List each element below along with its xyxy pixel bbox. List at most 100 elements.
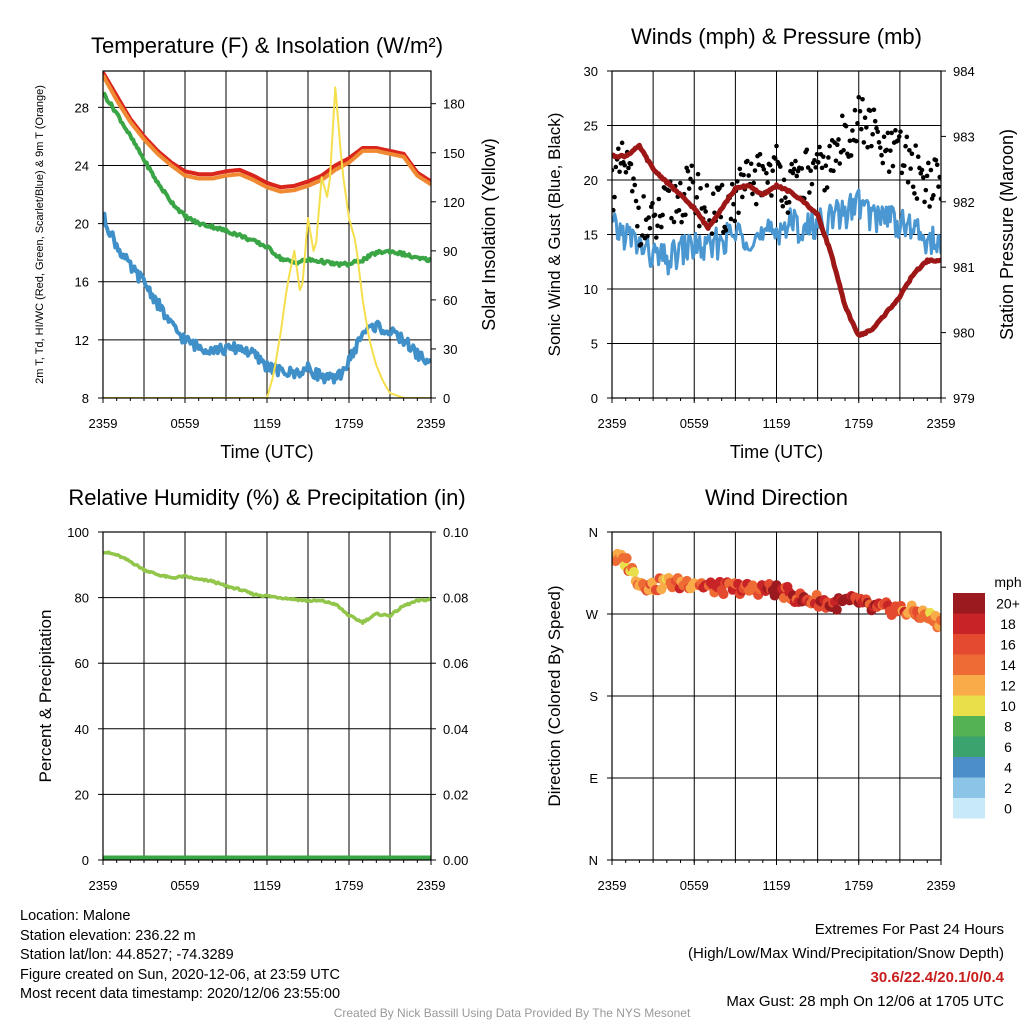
x-axis-label: Time (UTC) [730, 442, 823, 462]
colorbar-label: 12 [1000, 677, 1016, 693]
gust-point [897, 134, 902, 139]
gust-point [808, 168, 813, 173]
gust-point [880, 161, 885, 166]
gust-point [635, 224, 640, 229]
y-tick-label: 80 [75, 591, 89, 606]
gust-point [879, 153, 884, 158]
y2-tick-label: 982 [953, 195, 975, 210]
gust-point [703, 209, 708, 214]
gust-point [613, 165, 618, 170]
colorbar-swatch [953, 716, 985, 737]
y2-tick-label: 0 [443, 391, 450, 406]
y-tick-label: 24 [75, 158, 89, 173]
gust-point [793, 159, 798, 164]
extremes-title: Extremes For Past 24 Hours [688, 918, 1004, 942]
y-tick-label: 25 [584, 119, 598, 134]
gust-point [698, 186, 703, 191]
gust-point [931, 193, 936, 198]
y2-tick-label: 30 [443, 342, 457, 357]
colorbar-label: 14 [1000, 657, 1016, 673]
gust-point [863, 115, 868, 120]
y-tick-label: 20 [75, 217, 89, 232]
colorbar-label: 16 [1000, 636, 1016, 652]
gust-point [813, 165, 818, 170]
gust-point [683, 212, 688, 217]
y2-tick-label: 0.08 [443, 591, 468, 606]
wind-direction-point [718, 589, 728, 599]
latlon-text: Station lat/lon: 44.8527; -74.3289 [20, 946, 340, 966]
gust-point [891, 164, 896, 169]
gust-point [902, 163, 907, 168]
gust-point [860, 97, 865, 102]
gust-point [620, 141, 625, 146]
extremes-subtitle: (High/Low/Max Wind/Precipitation/Snow De… [688, 942, 1004, 966]
x-tick-label: 1159 [763, 878, 791, 893]
y2-axis-label: Solar Insolation (Yellow) [479, 138, 499, 330]
y2-tick-label: 0.04 [443, 722, 468, 737]
gust-point [745, 159, 750, 164]
gust-point [854, 139, 859, 144]
gust-point [720, 183, 725, 188]
colorbar-swatch [953, 757, 985, 778]
gust-point [631, 176, 636, 181]
y-tick-label: 100 [67, 525, 89, 540]
gust-point [783, 195, 788, 200]
y-axis-label: Percent & Precipitation [36, 610, 55, 783]
gust-point [859, 127, 864, 132]
gust-point [840, 114, 845, 119]
colorbar-swatch [953, 634, 985, 655]
y2-tick-label: 0.00 [443, 853, 468, 868]
station-info: Location: Malone Station elevation: 236.… [20, 907, 340, 1005]
gust-point [746, 173, 751, 178]
gust-point [869, 144, 874, 149]
gust-point [765, 180, 770, 185]
gust-point [753, 168, 758, 173]
gust-point [624, 170, 629, 175]
x-tick-label: 1759 [335, 878, 364, 893]
gust-point [660, 213, 665, 218]
x-tick-label: 2359 [598, 416, 627, 431]
gust-point [898, 129, 903, 134]
y2-tick-label: 981 [953, 260, 975, 275]
gust-point [732, 219, 737, 224]
gust-point [659, 225, 664, 230]
x-tick-label: 1159 [253, 416, 281, 431]
gust-point [697, 224, 702, 229]
x-tick-label: 0559 [171, 416, 200, 431]
gust-point [877, 140, 882, 145]
gust-point [868, 108, 873, 113]
gust-point [736, 210, 741, 215]
gust-point [689, 164, 694, 169]
gust-point [686, 169, 691, 174]
gust-point [741, 173, 746, 178]
y-tick-label: 12 [75, 333, 89, 348]
gust-point [873, 119, 878, 124]
chart-panel-3: 0 20 40 60 80 100 0.00 0.02 0.04 0.06 0.08 0.10 2359… [36, 485, 468, 893]
y2-tick-label: 90 [443, 244, 457, 259]
gust-point [834, 158, 839, 163]
colorbar-swatch [953, 655, 985, 676]
gust-point [641, 194, 646, 199]
colorbar-swatch [953, 614, 985, 635]
chart-title: Relative Humidity (%) & Precipitation (i… [68, 485, 465, 510]
chart-title: Temperature (F) & Insolation (W/m²) [91, 33, 443, 58]
x-tick-label: 1759 [335, 416, 364, 431]
gust-point [786, 210, 791, 215]
gust-point [626, 166, 631, 171]
colorbar-swatch [953, 593, 985, 614]
gust-point [774, 144, 779, 149]
y2-tick-label: 120 [443, 195, 465, 210]
y2-tick-label: 983 [953, 129, 975, 144]
gust-point [903, 144, 908, 149]
gust-point [899, 171, 904, 176]
gust-point [910, 151, 915, 156]
gust-point [711, 191, 716, 196]
gust-point [824, 163, 829, 168]
gust-point [781, 204, 786, 209]
gust-point [862, 140, 867, 145]
x-tick-label: 2359 [598, 878, 627, 893]
gust-point [896, 138, 901, 143]
gust-point [908, 166, 913, 171]
gust-point [667, 188, 672, 193]
gust-point [825, 185, 830, 190]
